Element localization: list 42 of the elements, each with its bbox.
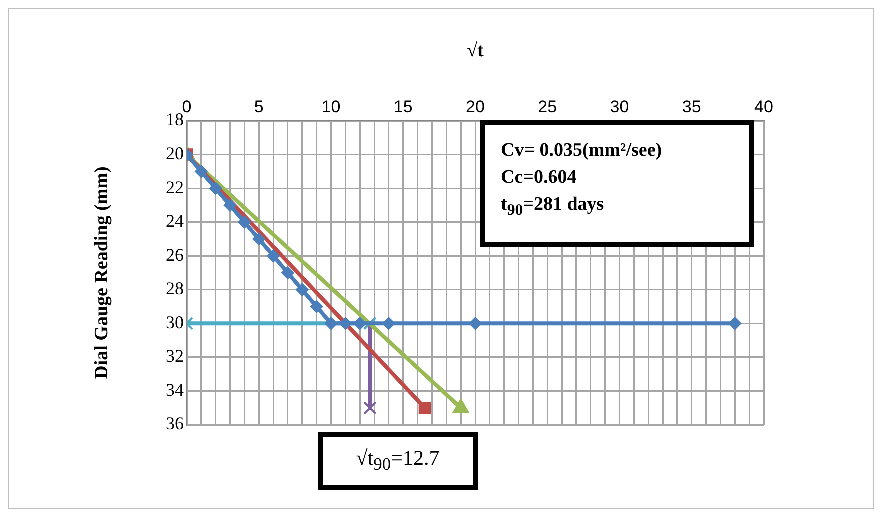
point [324, 317, 338, 330]
point [209, 182, 222, 196]
point [728, 317, 742, 330]
point [469, 317, 482, 330]
point [267, 250, 280, 263]
point [238, 216, 252, 229]
y-axis-title: Dial Gauge Reading (mm) [91, 166, 112, 380]
x-tick-label: 5 [254, 97, 264, 116]
y-tick-label: 28 [166, 278, 184, 299]
x-tick-label: 0 [182, 97, 192, 116]
x-tick-label: 30 [610, 97, 630, 116]
point [224, 198, 237, 212]
x-tick-label: 10 [322, 97, 341, 116]
point [281, 266, 294, 280]
y-tick-label: 24 [166, 211, 184, 232]
x-tick-label: 35 [682, 97, 702, 116]
annotation: Cv= 0.035(mm²/see) [501, 139, 664, 163]
annotation: Cc=0.604 [501, 166, 578, 190]
point [339, 317, 352, 330]
x-tick-label: 40 [754, 97, 774, 116]
point [296, 283, 309, 296]
point [354, 317, 367, 330]
annotation: t$_{90}$=281 days [501, 193, 606, 221]
y-tick-label: 36 [166, 414, 184, 434]
point [194, 165, 208, 178]
point [364, 401, 377, 415]
x-tick-label: 20 [466, 97, 485, 116]
text-box: √t$_{90}$=12.7 [318, 432, 478, 490]
point [382, 317, 396, 330]
y-tick-label: 30 [166, 312, 184, 332]
x-axis-title: √t [467, 40, 485, 62]
y-tick-label: 26 [166, 244, 184, 265]
y-tick-label: 20 [166, 144, 184, 164]
y-tick-label: 22 [166, 177, 184, 198]
y-tick-label: 32 [166, 346, 184, 366]
y-tick-label: 34 [166, 380, 184, 400]
point [310, 300, 324, 314]
y-tick-label: 18 [166, 110, 184, 130]
x-tick-label: 25 [538, 97, 558, 116]
point [252, 232, 266, 246]
text-box: Cv= 0.035(mm²/see) Cc=0.604 t$_{90}$=281 days [480, 120, 754, 247]
x-tick-label: 15 [394, 97, 413, 116]
